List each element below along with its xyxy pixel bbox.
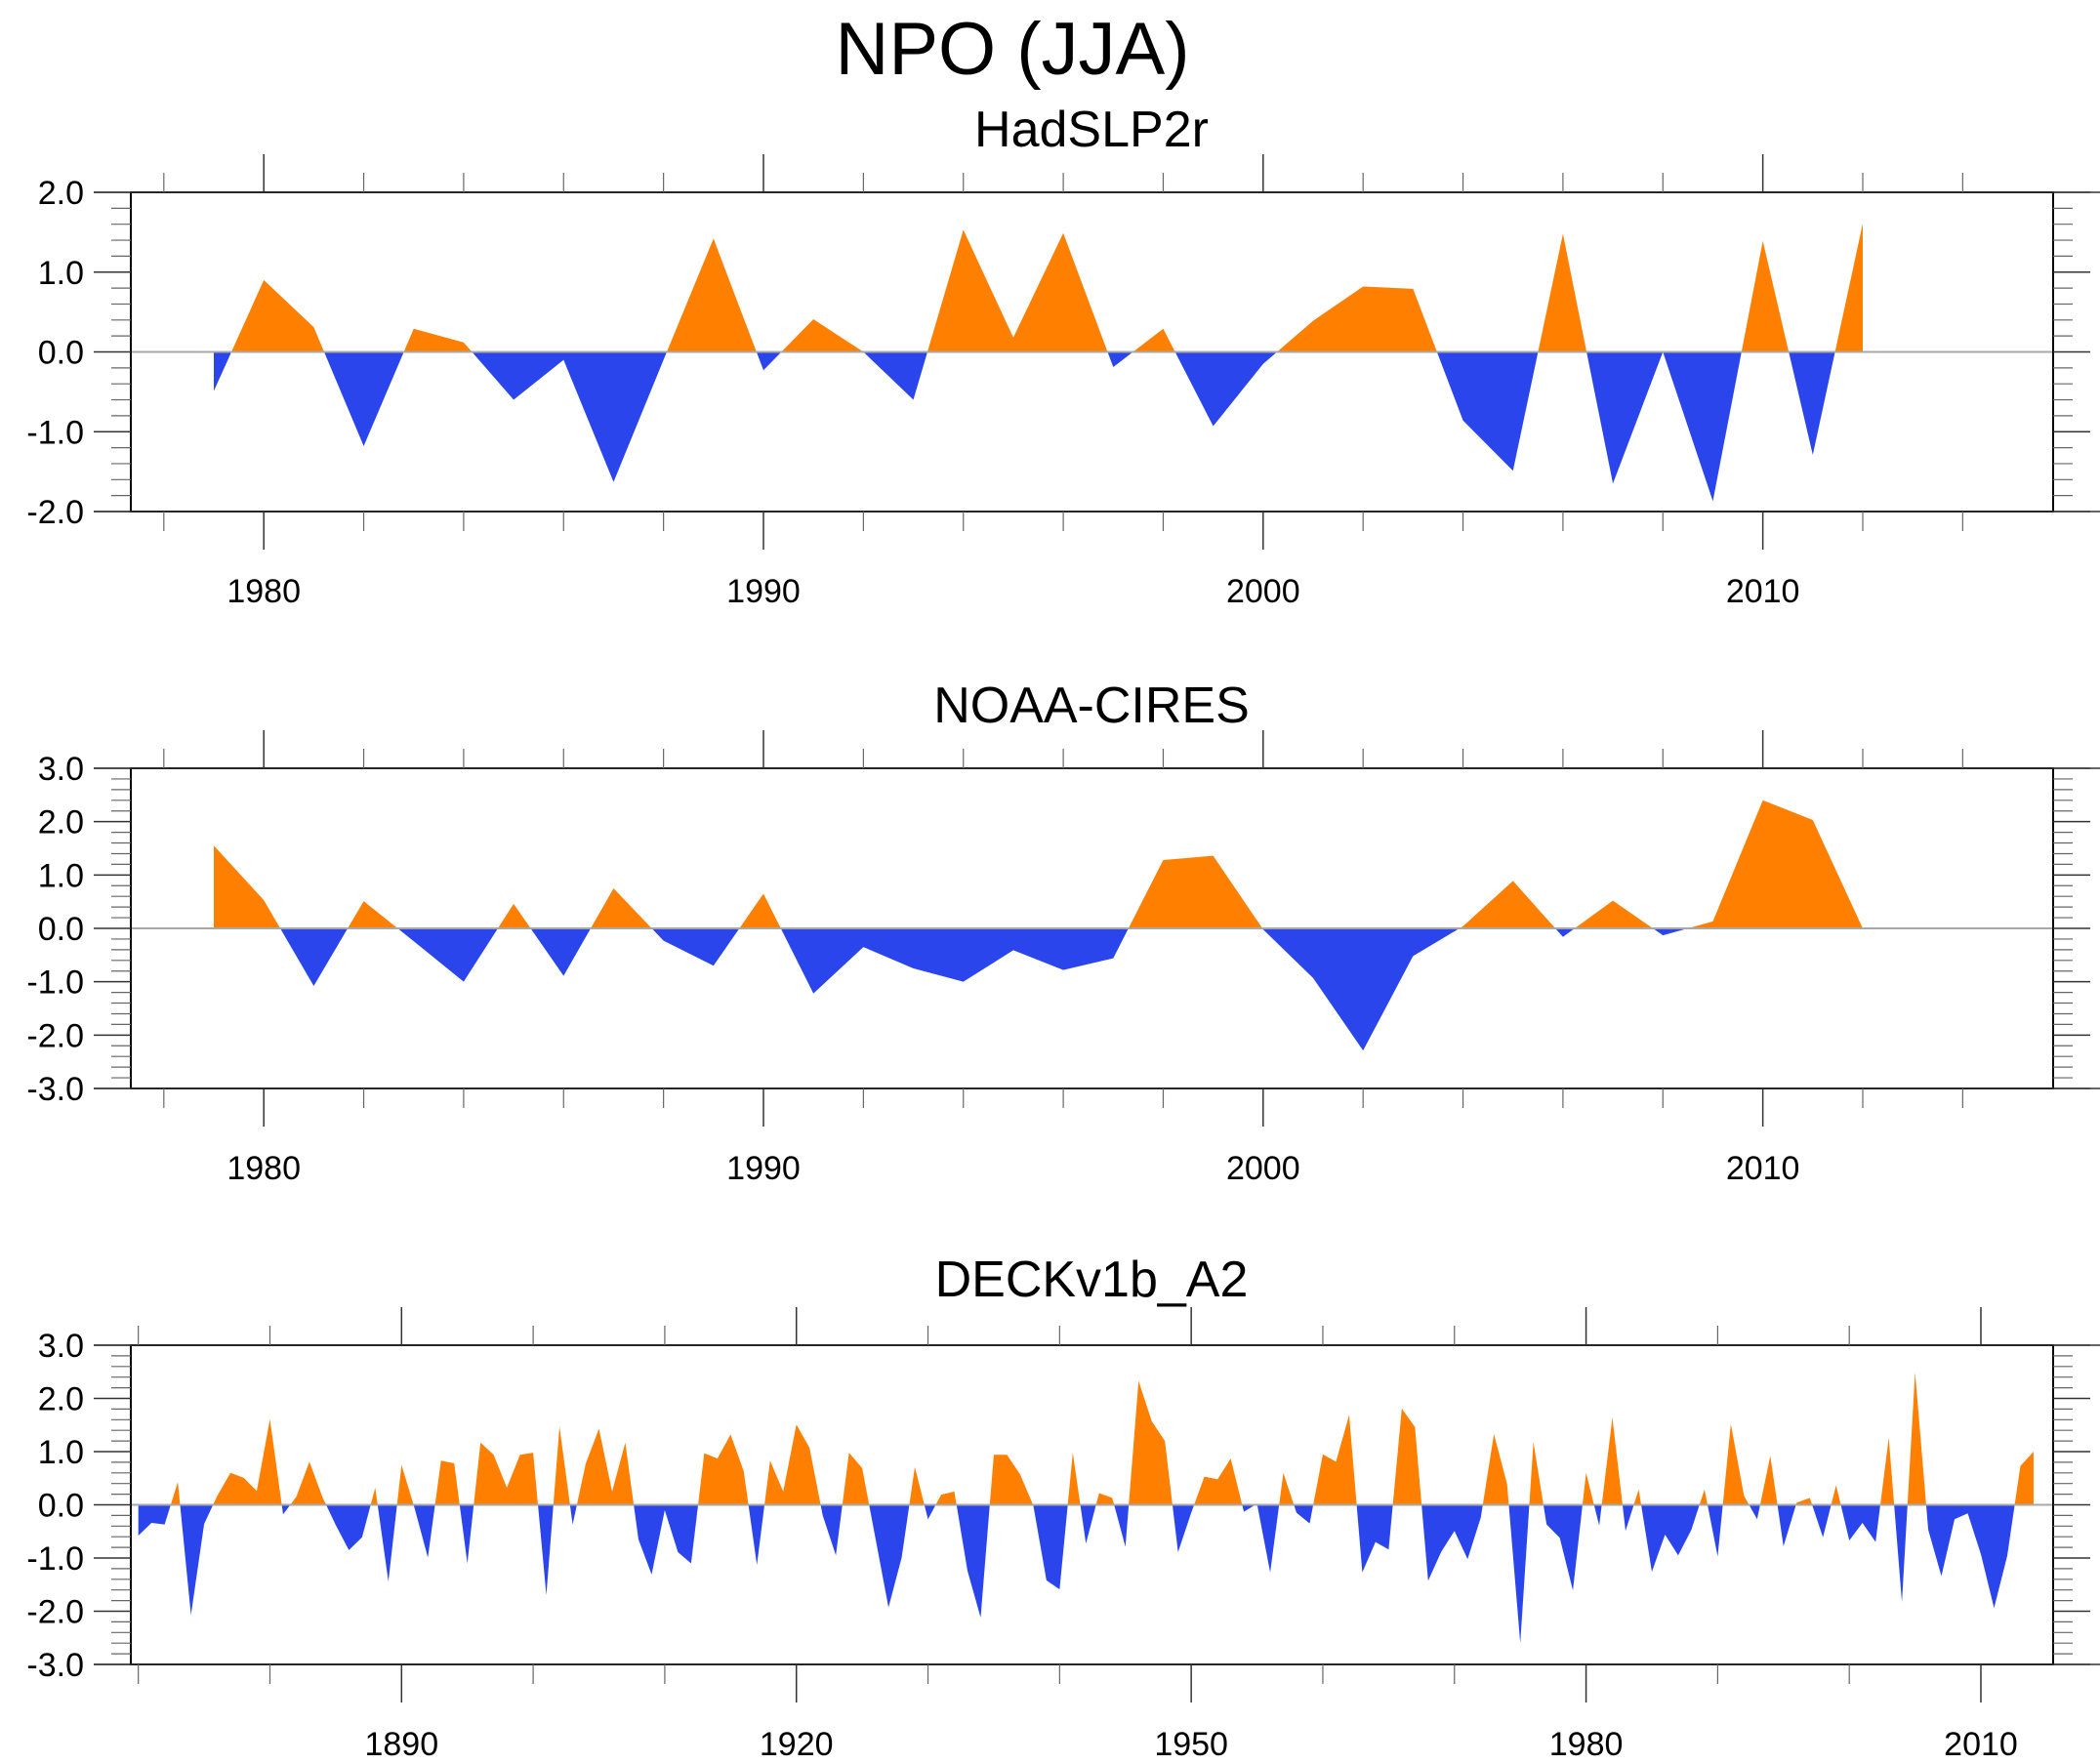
x-tick-label: 1990 — [726, 1150, 801, 1187]
panel-hadslp2r: HadSLP2r 2.0 1.0 0.0 -1.0 -2.0 1980 1990 2000 20… — [26, 102, 2100, 610]
y-tick-label: 2.0 — [38, 804, 84, 841]
negative-area — [138, 1504, 2034, 1644]
x-tick-label: 2000 — [1226, 1150, 1300, 1187]
y-tick-label: 1.0 — [38, 857, 84, 894]
y-tick-label: -2.0 — [26, 1017, 84, 1054]
x-tick-label: 1980 — [226, 573, 301, 610]
x-tick-label: 1980 — [226, 1150, 301, 1187]
y-tick-label: -3.0 — [26, 1071, 84, 1108]
y-tick-label: 2.0 — [38, 1381, 84, 1418]
panel-title: DECKv1b_A2 — [935, 1251, 1249, 1308]
y-tick-label: -3.0 — [26, 1647, 84, 1684]
panel-title: NOAA-CIRES — [933, 677, 1250, 734]
y-tick-label: 3.0 — [38, 751, 84, 788]
y-tick-label: 0.0 — [38, 1488, 84, 1525]
y-tick-label: 0.0 — [38, 335, 84, 372]
x-tick-label: 2010 — [1726, 1150, 1800, 1187]
y-tick-label: 0.0 — [38, 911, 84, 948]
y-tick-label: -1.0 — [26, 414, 84, 451]
x-tick-label: 2010 — [1944, 1726, 2018, 1763]
y-tick-label: -1.0 — [26, 964, 84, 1002]
y-tick-label: 3.0 — [38, 1328, 84, 1365]
positive-area — [214, 223, 1863, 352]
x-tick-label: 1890 — [364, 1726, 438, 1763]
figure-title: NPO (JJA) — [835, 8, 1189, 91]
y-tick-label: 1.0 — [38, 255, 84, 292]
x-tick-label: 1920 — [760, 1726, 834, 1763]
y-tick-label: -2.0 — [26, 494, 84, 531]
y-tick-label: -2.0 — [26, 1594, 84, 1631]
panel-title: HadSLP2r — [974, 102, 1209, 158]
x-tick-label: 2000 — [1226, 573, 1300, 610]
y-tick-label: -1.0 — [26, 1540, 84, 1578]
panel-noaa-cires: NOAA-CIRES 3.0 2.0 1.0 0.0 -1.0 -2.0 -3.0 1980 1… — [26, 677, 2100, 1187]
x-tick-label: 1950 — [1154, 1726, 1228, 1763]
y-tick-label: 2.0 — [38, 175, 84, 212]
negative-area — [214, 351, 1863, 502]
x-tick-label: 2010 — [1726, 573, 1800, 610]
negative-area — [214, 928, 1863, 1051]
panel-deckv1b-a2: DECKv1b_A2 3.0 2.0 1.0 0.0 -1.0 -2.0 -3.0 1890 1… — [26, 1251, 2100, 1763]
x-tick-label: 1980 — [1549, 1726, 1624, 1763]
positive-area — [214, 800, 1863, 928]
y-tick-label: 1.0 — [38, 1434, 84, 1471]
x-tick-label: 1990 — [726, 573, 801, 610]
